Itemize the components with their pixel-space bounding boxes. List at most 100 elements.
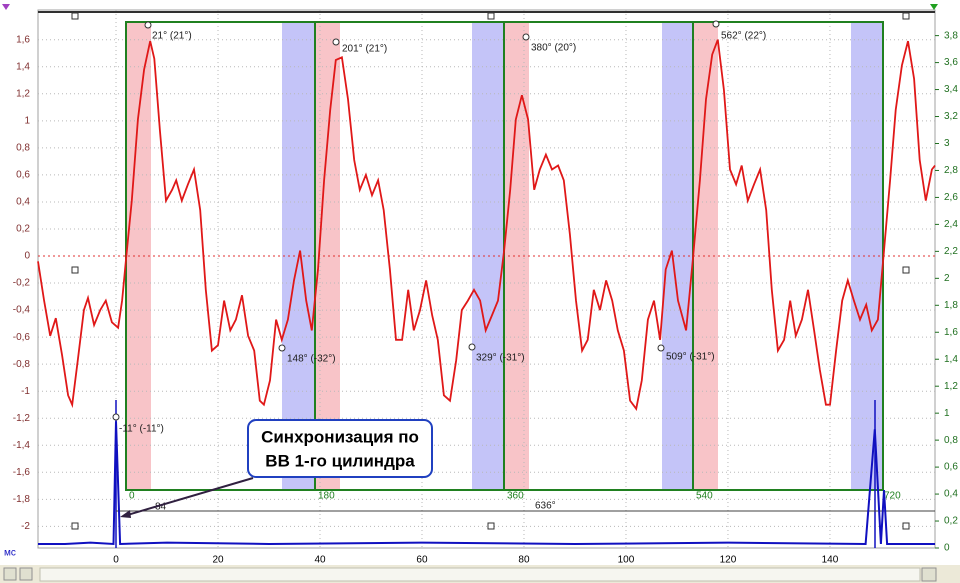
- y2-tick-label: 1,4: [944, 354, 958, 365]
- y-tick-label: -1,4: [13, 440, 31, 451]
- handle: [902, 12, 910, 20]
- callout-box: [247, 419, 433, 478]
- trace: [38, 421, 935, 546]
- handle: [71, 522, 79, 530]
- callout-text: ВВ 1-го цилиндра: [265, 451, 415, 470]
- y2-tick-label: 3,4: [944, 84, 958, 95]
- marker: [657, 344, 665, 352]
- x-tick-label: 40: [314, 555, 326, 566]
- y-tick-label: -1,2: [13, 413, 31, 424]
- y-tick-label: -0,8: [13, 359, 31, 370]
- annotation: -11° (-11°): [119, 424, 164, 435]
- y-tick-label: -0,2: [13, 278, 31, 289]
- annotation: 509° (-31°): [666, 352, 715, 363]
- y2-tick-label: 2,8: [944, 165, 958, 176]
- handles: [71, 12, 910, 530]
- y2-tick-label: 1,8: [944, 300, 958, 311]
- annotation: 636°: [535, 501, 556, 512]
- y2-tick-label: 2,2: [944, 246, 958, 257]
- left-marker: [2, 4, 10, 10]
- annotation: 380° (20°): [531, 43, 576, 54]
- pink-band: [504, 22, 529, 490]
- traces: [37, 39, 936, 546]
- y-tick-label: 1,2: [16, 88, 30, 99]
- marker: [278, 344, 286, 352]
- y2-tick-label: 0,4: [944, 489, 958, 500]
- x-tick-label: 80: [518, 555, 530, 566]
- y2-tick-label: 3,2: [944, 111, 958, 122]
- marker: [144, 21, 152, 29]
- angle-label: 540: [696, 491, 713, 502]
- arrow-head: [120, 510, 131, 518]
- y-tick-label: 0: [24, 251, 30, 262]
- right-marker: [930, 4, 938, 10]
- annotation: 562° (22°): [721, 31, 766, 42]
- y-tick-label: 1: [24, 115, 30, 126]
- angle-label: 720: [884, 491, 901, 502]
- handle: [487, 522, 495, 530]
- y-tick-label: 1,4: [16, 61, 30, 72]
- y-tick-label: -0,4: [13, 305, 31, 316]
- annotation: 201° (21°): [342, 44, 387, 55]
- marker: [522, 33, 530, 41]
- x-tick-label: 20: [212, 555, 224, 566]
- annotation: 148° (-32°): [287, 354, 336, 365]
- x-tick-label: 140: [822, 555, 839, 566]
- y-tick-label: -1: [21, 386, 30, 397]
- handle: [902, 266, 910, 274]
- handle: [902, 522, 910, 530]
- marker: [712, 20, 720, 28]
- y-tick-label: -1,6: [13, 467, 31, 478]
- y-tick-label: 1,6: [16, 34, 30, 45]
- handle: [71, 266, 79, 274]
- blue-band: [851, 22, 883, 490]
- y2-tick-label: 3,6: [944, 57, 958, 68]
- y2-tick-label: 3,8: [944, 30, 958, 41]
- blue-band: [662, 22, 693, 490]
- y-tick-label: -2: [21, 521, 30, 532]
- scroll-track[interactable]: [39, 567, 921, 582]
- y2-tick-label: 0,2: [944, 516, 958, 527]
- scroll-right[interactable]: [921, 567, 937, 582]
- y2-tick-label: 0,8: [944, 435, 958, 446]
- marker: [468, 343, 476, 351]
- y-tick-label: 0,4: [16, 197, 30, 208]
- marker: [112, 413, 120, 421]
- callout-text: Синхронизация по: [261, 427, 419, 446]
- callout-arrow: [123, 477, 254, 517]
- y-tick-label: -0,6: [13, 332, 31, 343]
- angle-label: 180: [318, 491, 335, 502]
- y2-tick-label: 0: [944, 543, 950, 554]
- y2-tick-label: 2,4: [944, 219, 958, 230]
- trace: [37, 39, 936, 411]
- marker: [332, 38, 340, 46]
- y2-tick-label: 2: [944, 273, 950, 284]
- y-tick-label: -1,8: [13, 494, 31, 505]
- x-tick-label: 60: [416, 555, 428, 566]
- button[interactable]: [19, 567, 33, 581]
- handle: [71, 12, 79, 20]
- handle: [487, 12, 495, 20]
- x-tick-label: 0: [113, 555, 119, 566]
- y-tick-label: 0,2: [16, 224, 30, 235]
- labels: -2 -1,8 -1,6 -1,4 -1,2 -1 -0,8 -0,6 -0,4 -0,2 0 0,2…: [13, 20, 958, 566]
- angle-label: 0: [129, 491, 135, 502]
- button[interactable]: [3, 567, 17, 581]
- x-unit: мс: [4, 548, 16, 559]
- x-tick-label: 100: [618, 555, 635, 566]
- x-tick-label: 120: [720, 555, 737, 566]
- y2-tick-label: 3: [944, 138, 950, 149]
- y2-tick-label: 1: [944, 408, 950, 419]
- annotation: 329° (-31°): [476, 353, 525, 364]
- y-tick-label: 0,8: [16, 143, 30, 154]
- annotation: 84: [155, 502, 167, 513]
- y2-tick-label: 1,6: [944, 327, 958, 338]
- annotation: 21° (21°): [152, 31, 192, 42]
- y-tick-label: 0,6: [16, 170, 30, 181]
- y2-tick-label: 1,2: [944, 381, 958, 392]
- y2-tick-label: 0,6: [944, 462, 958, 473]
- angle-label: 360: [507, 491, 524, 502]
- y2-tick-label: 2,6: [944, 192, 958, 203]
